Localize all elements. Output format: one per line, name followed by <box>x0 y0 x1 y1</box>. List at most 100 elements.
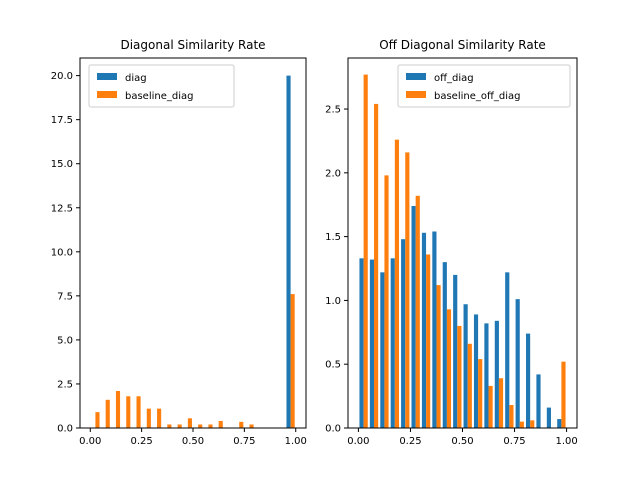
y-tick-label: 0.0 <box>57 424 73 435</box>
bar-baseline_off_diag <box>519 421 524 428</box>
bar-off_diag <box>359 258 364 428</box>
y-tick-label: 7.5 <box>57 291 73 302</box>
y-tick-label: 10.0 <box>51 247 73 258</box>
bar-baseline_off_diag <box>561 361 566 428</box>
bar-baseline_off_diag <box>446 309 452 428</box>
bar-baseline_off_diag <box>478 359 483 428</box>
x-tick-label: 0.75 <box>503 436 525 447</box>
y-tick-label: 2.5 <box>57 379 73 390</box>
y-axis: 0.0 2.5 5.0 7.5 10.0 12.5 15.0 17.5 20.0 <box>51 71 80 435</box>
y-tick-label: 17.5 <box>51 115 73 126</box>
bar-baseline_diag <box>198 424 203 428</box>
bar-baseline_off_diag <box>384 175 389 428</box>
bar-baseline_diag <box>157 408 162 428</box>
legend-box <box>88 64 235 108</box>
chart-title: Off Diagonal Similarity Rate <box>379 38 546 52</box>
x-tick-label: 0.50 <box>182 436 204 447</box>
bar-baseline_diag <box>208 424 213 428</box>
legend-swatch <box>406 73 426 80</box>
bar-off_diag <box>505 272 510 428</box>
bar-baseline_off_diag <box>415 195 420 428</box>
legend-label: baseline_diag <box>125 91 194 102</box>
bar-off_diag <box>494 320 499 428</box>
bar-baseline_off_diag <box>509 405 514 428</box>
bar-baseline_off_diag <box>457 325 462 428</box>
bar-off_diag <box>536 374 541 428</box>
bar-baseline_diag <box>126 396 131 428</box>
bar-baseline_off_diag <box>530 420 535 428</box>
chart-diagonal: Diagonal Similarity Rate 0.00 0.25 0.50 0.7… <box>51 38 307 447</box>
bar-baseline_off_diag <box>467 343 472 428</box>
bar-baseline_diag <box>136 396 141 428</box>
bar-off_diag <box>515 299 520 428</box>
chart-title: Diagonal Similarity Rate <box>120 38 265 52</box>
x-tick-label: 0.25 <box>131 436 153 447</box>
bar-off_diag <box>526 333 531 428</box>
bar-off_diag <box>369 259 375 428</box>
y-tick-label: 20.0 <box>51 71 73 82</box>
y-axis: 0.0 0.5 1.0 1.5 2.0 2.5 <box>325 105 348 435</box>
bar-off_diag <box>453 274 458 428</box>
x-tick-label: 1.00 <box>555 436 577 447</box>
bar-baseline_diag <box>249 424 254 428</box>
legend-label: diag <box>125 73 147 84</box>
legend-swatch <box>97 91 117 98</box>
x-tick-label: 0.75 <box>233 436 255 447</box>
y-tick-label: 2.0 <box>325 168 341 179</box>
y-tick-label: 0.5 <box>325 360 341 371</box>
bar-baseline_off_diag <box>374 103 379 429</box>
bar-off_diag <box>546 407 551 428</box>
bar-baseline_diag <box>105 399 110 428</box>
bar-off_diag <box>390 258 395 428</box>
bar-off_diag <box>380 272 385 428</box>
bar-baseline_diag <box>146 408 151 428</box>
x-tick-label: 0.00 <box>347 436 369 447</box>
bar-off_diag <box>442 262 447 428</box>
y-tick-label: 2.5 <box>325 105 341 116</box>
bars-group <box>95 75 295 429</box>
bar-baseline_off_diag <box>436 285 441 428</box>
legend-swatch <box>97 73 117 80</box>
x-tick-label: 0.00 <box>79 436 101 447</box>
bar-baseline_diag <box>115 391 121 428</box>
bar-off_diag <box>557 419 562 428</box>
x-tick-label: 0.50 <box>451 436 473 447</box>
bar-baseline_off_diag <box>394 139 399 428</box>
y-tick-label: 1.0 <box>325 296 341 307</box>
legend: diag baseline_diag <box>88 64 235 108</box>
x-axis: 0.00 0.25 0.50 0.75 1.00 <box>347 428 578 447</box>
legend: off_diag baseline_off_diag <box>397 64 571 108</box>
bar-baseline_diag <box>218 420 223 428</box>
bar-baseline_off_diag <box>426 254 431 428</box>
y-tick-label: 1.5 <box>325 232 341 243</box>
bar-off_diag <box>411 206 416 428</box>
bar-baseline_off_diag <box>498 378 504 428</box>
x-tick-label: 1.00 <box>285 436 307 447</box>
bar-off_diag <box>463 304 468 428</box>
x-axis: 0.00 0.25 0.50 0.75 1.00 <box>79 428 307 447</box>
y-tick-label: 5.0 <box>57 335 73 346</box>
bar-off_diag <box>484 323 489 428</box>
bar-baseline_diag <box>95 412 100 428</box>
bars-group <box>359 74 566 429</box>
bar-off_diag <box>421 232 427 428</box>
bar-baseline_off_diag <box>488 385 493 428</box>
legend-box <box>397 64 571 108</box>
bar-baseline_diag <box>167 424 172 428</box>
bar-baseline_diag <box>177 424 182 428</box>
y-tick-label: 12.5 <box>51 203 73 214</box>
legend-label: baseline_off_diag <box>434 91 521 102</box>
x-tick-label: 0.25 <box>399 436 421 447</box>
bar-baseline_off_diag <box>405 152 410 428</box>
bar-off_diag <box>401 239 406 428</box>
bar-off_diag <box>432 231 437 428</box>
legend-swatch <box>406 91 426 98</box>
bar-baseline_diag <box>239 421 244 428</box>
bar-off_diag <box>473 314 479 428</box>
bar-baseline_diag <box>187 418 192 428</box>
y-tick-label: 0.0 <box>325 424 341 435</box>
bar-baseline_off_diag <box>363 74 368 428</box>
y-tick-label: 15.0 <box>51 159 73 170</box>
legend-label: off_diag <box>434 73 474 84</box>
